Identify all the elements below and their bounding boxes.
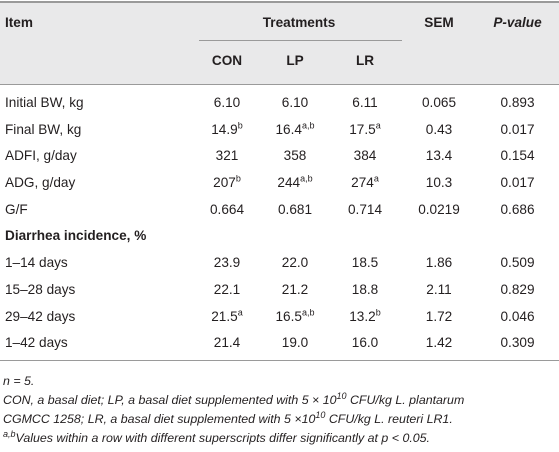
cell-sem: 0.065	[421, 95, 457, 110]
cell-p: 0.154	[500, 148, 535, 163]
cell-lp: 6.10	[281, 95, 309, 110]
cell-lr: 6.11	[352, 95, 378, 110]
row-label: Initial BW, kg	[5, 95, 84, 110]
cell-con: 6.10	[213, 95, 241, 110]
cell-sem: 2.11	[426, 282, 452, 297]
row-label: 1–42 days	[5, 335, 68, 350]
header-pvalue: P-value	[493, 15, 542, 30]
header-lr: LR	[355, 53, 375, 68]
cell-lr: 384	[353, 148, 377, 163]
cell-lp: 16.5a,b	[275, 307, 315, 324]
cell-con: 23.9	[213, 255, 241, 270]
cell-lr: 0.714	[347, 202, 383, 217]
cell-lp: 22.0	[281, 255, 309, 270]
section-heading-diarrhea: Diarrhea incidence, %	[5, 228, 147, 243]
row-label: Final BW, kg	[5, 122, 82, 137]
cell-lr: 18.8	[351, 282, 379, 297]
cell-lp: 19.0	[281, 335, 309, 350]
cell-lp: 358	[283, 148, 307, 163]
row-label: G/F	[5, 202, 28, 217]
cell-p: 0.046	[500, 309, 535, 324]
cell-p: 0.509	[500, 255, 535, 270]
cell-lr: 274a	[351, 173, 379, 190]
row-label: 15–28 days	[5, 282, 76, 297]
footnote-abbreviations-line2: CGMCC 1258; LR, a basal diet supplemente…	[3, 409, 453, 426]
header-treatments: Treatments	[262, 15, 336, 30]
cell-p: 0.829	[500, 282, 535, 297]
cell-sem: 13.4	[425, 148, 453, 163]
footnote-significance: a,bValues within a row with different su…	[3, 428, 430, 445]
cell-p: 0.017	[500, 175, 535, 190]
table-footnotes: n = 5. CON, a basal diet; LP, a basal di…	[3, 372, 555, 448]
bottom-rule	[0, 360, 559, 361]
cell-con: 21.5a	[211, 307, 243, 324]
cell-lr: 17.5a	[349, 120, 381, 137]
cell-sem: 0.43	[425, 122, 453, 137]
cell-p: 0.017	[500, 122, 535, 137]
cell-p: 0.686	[500, 202, 535, 217]
cell-lr: 16.0	[351, 335, 379, 350]
row-label: 29–42 days	[5, 309, 76, 324]
cell-sem: 1.72	[425, 309, 453, 324]
header-lp: LP	[286, 53, 304, 68]
top-rule	[0, 1, 559, 3]
header-con: CON	[211, 53, 243, 68]
cell-sem: 0.0219	[418, 202, 460, 217]
cell-sem: 10.3	[425, 175, 453, 190]
table-header	[0, 3, 559, 84]
cell-con: 21.4	[213, 335, 241, 350]
header-item: Item	[5, 15, 33, 30]
cell-con: 22.1	[213, 282, 241, 297]
cell-lp: 16.4a,b	[275, 120, 315, 137]
cell-con: 14.9b	[211, 120, 243, 137]
cell-p: 0.309	[500, 335, 535, 350]
header-sem: SEM	[424, 15, 454, 30]
cell-con: 0.664	[209, 202, 245, 217]
cell-sem: 1.86	[425, 255, 453, 270]
cell-p: 0.893	[500, 95, 535, 110]
cell-lp: 244a,b	[277, 173, 313, 190]
row-label: 1–14 days	[5, 255, 68, 270]
row-label: ADG, g/day	[5, 175, 76, 190]
cell-sem: 1.42	[425, 335, 453, 350]
footnote-n: n = 5.	[3, 374, 35, 388]
cell-lr: 13.2b	[349, 307, 381, 324]
cell-lp: 0.681	[277, 202, 313, 217]
cell-con: 207b	[213, 173, 241, 190]
cell-lr: 18.5	[351, 255, 379, 270]
cell-lp: 21.2	[281, 282, 309, 297]
row-label: ADFI, g/day	[5, 148, 77, 163]
header-rule	[0, 84, 559, 85]
footnote-abbreviations-line1: CON, a basal diet; LP, a basal diet supp…	[3, 390, 465, 407]
cell-con: 321	[215, 148, 239, 163]
treatments-underline	[199, 40, 402, 41]
